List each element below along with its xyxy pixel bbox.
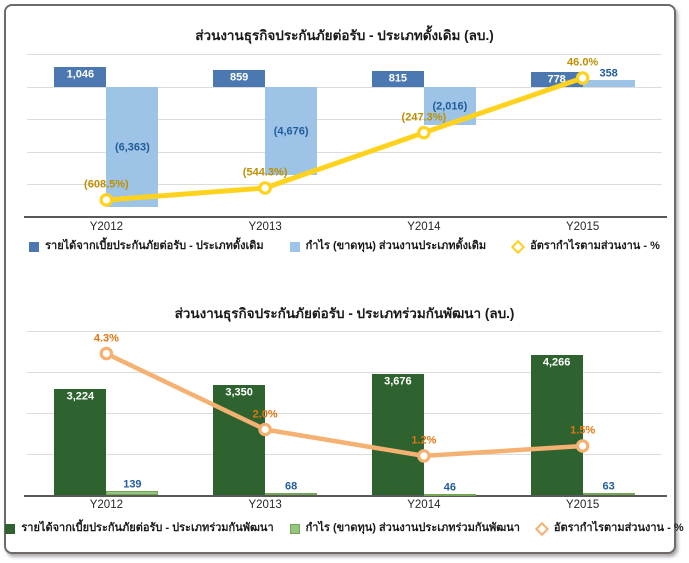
chart-frame [4,4,676,554]
